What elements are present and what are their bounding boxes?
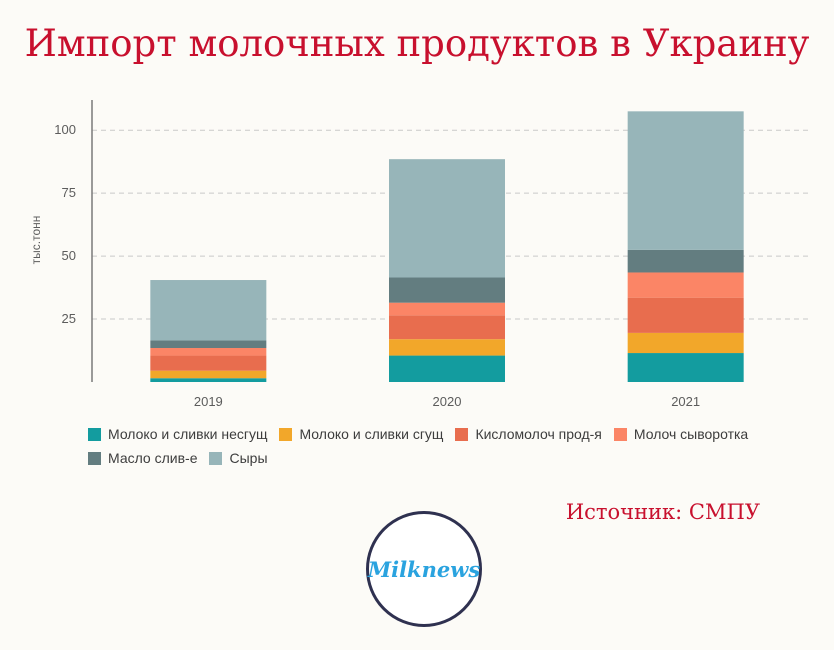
chart-plot: 25 50 75 100 2019 2020 2021 тыс.тонн [29,100,808,409]
y-tick-label: 100 [54,122,76,137]
source-label: Источник: СМПУ [565,500,760,524]
logo-text: Milknews [367,556,481,582]
legend-label: Масло слив-е [108,450,198,466]
y-tick-label: 25 [62,311,76,326]
y-tick-label: 50 [62,248,76,263]
bar-segment [627,249,744,273]
legend: Молоко и сливки несгущ Молоко и сливки сг… [88,426,788,474]
bar-segment [389,302,505,316]
legend-swatch [613,427,627,441]
legend-item: Сыры [209,450,268,466]
legend-swatch [88,451,101,465]
legend-swatch [88,427,101,441]
legend-label: Молоко и сливки сгущ [299,426,444,442]
legend-item: Молоко и сливки несгущ [88,426,267,442]
legend-label: Сыры [229,450,268,466]
legend-label: Кисломолоч прод-я [475,426,602,442]
bar-segment [389,355,505,382]
bar-segment [150,355,267,371]
bar-segment [150,340,267,349]
x-tick-label: 2019 [194,394,223,409]
legend-item: Кисломолоч прод-я [455,426,602,442]
bar-segment [150,378,267,382]
bar-segment [150,370,267,379]
legend-item: Масло слив-е [88,450,197,466]
y-tick-label: 75 [62,185,76,200]
bar-segment [150,280,267,341]
legend-item: Молоко и сливки сгущ [279,426,443,442]
milknews-logo: Milknews [366,511,482,627]
x-tick-label: 2021 [671,394,700,409]
bar-segment [389,159,505,278]
legend-label: Молоко и сливки несгущ [108,426,268,442]
legend-item: Молоч сыворотка [613,426,749,442]
axes: 25 50 75 100 2019 2020 2021 [54,100,700,409]
legend-swatch [209,451,223,465]
bar-segment [627,111,744,250]
bar-segment [389,339,505,356]
x-tick-label: 2020 [433,394,462,409]
bar-segment [150,348,267,356]
legend-swatch [455,427,469,441]
chart-title: Импорт молочных продуктов в Украину [24,22,810,65]
bar-segment [389,315,505,340]
legend-swatch [279,427,293,441]
bar-segment [627,353,744,382]
bar-segment [627,272,744,298]
bar-segment [627,332,744,354]
bars [150,111,744,382]
bar-segment [389,277,505,303]
y-axis-title: тыс.тонн [29,216,43,265]
legend-label: Молоч сыворотка [633,426,749,442]
bar-segment [627,297,744,333]
